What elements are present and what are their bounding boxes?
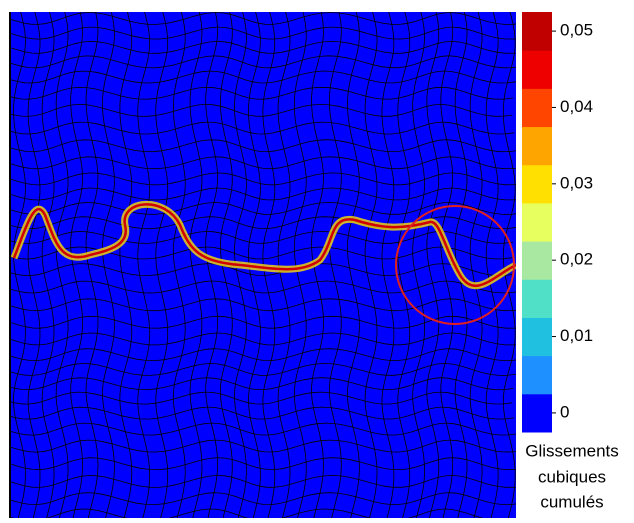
mesh-line — [469, 12, 483, 518]
colorbar-band — [522, 393, 552, 433]
mesh-line — [10, 298, 516, 312]
mesh-line — [293, 12, 307, 518]
colorbar-tick-label: 0,04 — [560, 97, 593, 116]
mesh-line — [102, 12, 115, 518]
slip-band — [10, 200, 516, 290]
colorbar-tick-label: 0 — [560, 402, 569, 421]
mesh-line — [412, 12, 426, 518]
mesh-line — [10, 70, 516, 84]
mesh — [4, 0, 518, 518]
mesh-line — [10, 391, 513, 405]
colorbar-tick-label: 0,03 — [560, 173, 593, 192]
mesh-line — [10, 139, 516, 153]
mesh-line — [485, 12, 499, 518]
mesh-line — [364, 12, 378, 518]
mesh-line — [55, 12, 69, 518]
mesh-line — [426, 12, 440, 518]
colorbar-band — [522, 12, 552, 51]
mesh-line — [10, 121, 515, 135]
mesh-line — [10, 332, 516, 346]
mesh-line — [172, 12, 186, 518]
mesh-line — [10, 363, 516, 376]
mesh-line — [277, 12, 291, 518]
mesh-line — [10, 492, 516, 506]
mesh-line — [137, 12, 151, 518]
colorbar-label: cumulés — [540, 492, 603, 511]
mesh-line — [311, 12, 324, 518]
colorbar-band — [522, 88, 552, 128]
mesh-line — [10, 230, 514, 244]
mesh-line — [328, 12, 342, 518]
mesh-line — [502, 12, 516, 518]
colorbar-label: cubiques — [538, 467, 606, 486]
colorbar-band — [522, 202, 552, 242]
mesh-line — [10, 508, 484, 518]
colorbar-tick-label: 0,01 — [560, 326, 593, 345]
mesh-line — [10, 315, 516, 329]
mesh-line — [10, 377, 514, 391]
mesh-line — [119, 12, 133, 518]
mesh-line — [155, 12, 169, 518]
colorbar-tick-label: 0,05 — [560, 21, 593, 40]
mesh-line — [10, 187, 516, 201]
mesh-line — [454, 12, 468, 518]
mesh-line — [10, 29, 11, 479]
mesh-line — [13, 12, 26, 518]
mesh-line — [10, 263, 515, 277]
mesh-line — [10, 348, 516, 362]
highlight-circle — [395, 205, 515, 325]
mesh-line — [10, 12, 516, 25]
mesh-line — [10, 201, 516, 215]
mesh-line — [10, 172, 516, 186]
colorbar-band — [522, 50, 552, 89]
colorbar-band — [522, 241, 552, 280]
mesh-line — [10, 216, 516, 230]
mesh-line — [10, 86, 513, 100]
mesh-line — [10, 439, 516, 453]
mesh-line — [440, 12, 454, 518]
mesh-line — [10, 457, 516, 471]
colorbar: 0 0,01 0,02 0,03 0,04 0,05 — [522, 12, 593, 433]
mesh-line — [10, 406, 514, 420]
colorbar-band — [522, 126, 552, 166]
mesh-line — [346, 12, 360, 518]
colorbar-band — [522, 279, 552, 318]
mesh-line — [10, 280, 516, 294]
mesh-line — [10, 103, 513, 117]
mesh-line — [10, 156, 516, 170]
mesh-line — [189, 12, 203, 518]
colorbar-tick-label: 0,02 — [560, 250, 593, 269]
mesh-line — [10, 474, 516, 488]
mesh-line — [10, 422, 516, 436]
colorbar-label: Glissements — [525, 441, 619, 460]
mesh-line — [10, 55, 516, 69]
colorbar-band — [522, 164, 552, 204]
mesh-line — [10, 40, 516, 54]
mesh-line — [4, 0, 518, 9]
colorbar-band — [522, 317, 552, 357]
mesh-line — [10, 26, 516, 40]
mesh-line — [41, 12, 55, 518]
mesh-line — [219, 12, 233, 518]
mesh-line — [397, 12, 411, 518]
colorbar-band — [522, 355, 552, 395]
mesh-line — [10, 246, 513, 260]
mesh-line — [381, 12, 395, 518]
mesh-line — [27, 12, 41, 518]
